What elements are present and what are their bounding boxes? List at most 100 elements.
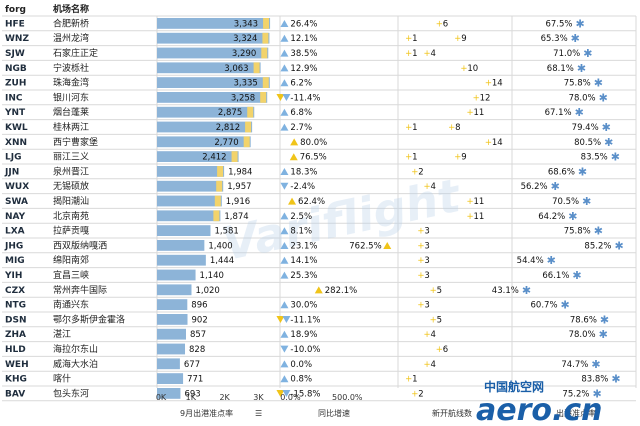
rate-value: 83.5%	[581, 153, 608, 163]
route-value: 1	[412, 34, 417, 44]
down-triangle-icon	[276, 316, 285, 323]
up-triangle-icon	[280, 330, 289, 338]
plus-icon: +	[417, 227, 424, 237]
asterisk-icon: ✱	[571, 32, 580, 45]
rate-value: 43.1%	[492, 286, 519, 296]
plus-icon: +	[448, 123, 455, 133]
airport-name: 北京南苑	[53, 210, 89, 222]
growth-value: 30.0%	[290, 301, 317, 311]
down-triangle-icon	[280, 182, 289, 190]
asterisk-icon: ✱	[551, 180, 560, 193]
ontime-bar	[157, 18, 271, 29]
route-value: 3	[424, 301, 429, 311]
ontime-value: 1,984	[228, 167, 252, 177]
rate-value: 83.8%	[581, 375, 608, 385]
route-value: 11	[473, 108, 484, 118]
route-value: 3	[424, 256, 429, 266]
axis1-tick: 3K	[253, 393, 264, 402]
metric1-label: 9月出港准点率	[180, 408, 233, 418]
asterisk-icon: ✱	[568, 210, 577, 223]
plus-icon: +	[405, 375, 412, 385]
axis1-tick: 1K	[186, 393, 197, 402]
route-value: 6	[443, 19, 448, 29]
plus-icon: +	[466, 108, 473, 118]
ontime-bar	[157, 388, 181, 399]
asterisk-icon: ✱	[583, 47, 592, 60]
bar-highlight	[260, 92, 267, 103]
airport-code: WEH	[5, 360, 29, 370]
growth-value: 18.9%	[290, 330, 317, 340]
ontime-value: 1,400	[208, 241, 232, 251]
rate-value: 78.0%	[569, 330, 596, 340]
up-triangle-icon	[280, 108, 289, 116]
ontime-bar	[157, 240, 205, 251]
plus-icon: +	[424, 49, 431, 59]
up-triangle-icon	[289, 153, 298, 161]
plus-icon: +	[466, 197, 473, 207]
ontime-value: 857	[190, 330, 206, 340]
airport-code: DSN	[5, 315, 27, 325]
growth-value: 2.7%	[290, 123, 312, 133]
airport-name: 泉州晋江	[53, 165, 89, 177]
ontime-value: 1,916	[226, 197, 250, 207]
growth-value: 18.3%	[290, 167, 317, 177]
growth-value: 38.5%	[290, 49, 317, 59]
rate-value: 78.6%	[570, 315, 597, 325]
asterisk-icon: ✱	[578, 165, 587, 178]
growth-value: 25.3%	[290, 271, 317, 281]
airport-name: 宜昌三峡	[53, 269, 89, 281]
asterisk-icon: ✱	[611, 151, 620, 164]
grid-layer	[2, 15, 637, 402]
bar-highlight	[213, 210, 220, 222]
up-triangle-icon	[280, 242, 289, 249]
plus-icon: +	[485, 138, 492, 148]
asterisk-icon: ✱	[611, 373, 620, 386]
growth-value: 6.8%	[290, 108, 312, 118]
ontime-bar	[157, 47, 269, 59]
airport-name: 包头东河	[53, 387, 89, 399]
ontime-value: 3,290	[232, 49, 256, 59]
airport-code: KWL	[5, 123, 28, 133]
ontime-bar	[157, 136, 251, 148]
brand-cn: 中国航空网	[484, 379, 544, 394]
growth-value: 80.0%	[300, 138, 327, 148]
airport-code: SWA	[5, 197, 28, 207]
ontime-bar	[157, 269, 196, 281]
plus-icon: +	[424, 330, 431, 340]
route-value: 6	[443, 345, 448, 355]
growth-value: 0.8%	[290, 375, 312, 385]
airport-code: LJG	[5, 153, 21, 163]
growth-value: 8.1%	[290, 227, 312, 237]
ontime-value: 2,812	[216, 123, 240, 133]
airport-name: 常州奔牛国际	[53, 284, 107, 296]
growth-value: 12.1%	[290, 34, 317, 44]
metric3-label: 新开航线数	[432, 408, 472, 418]
bar-highlight	[253, 62, 260, 74]
asterisk-icon: ✱	[614, 239, 623, 252]
airport-name: 无锡硕放	[53, 180, 89, 192]
growth-value: -15.8%	[290, 389, 320, 399]
growth-value: -11.1%	[290, 315, 320, 325]
plus-icon: +	[411, 389, 418, 399]
airport-code: WNZ	[5, 34, 29, 44]
down-triangle-icon	[276, 94, 285, 101]
bar-highlight	[243, 136, 250, 148]
airport-code: INC	[5, 93, 23, 103]
airport-name: 桂林两江	[53, 121, 89, 133]
ontime-value: 3,324	[233, 34, 257, 44]
ontime-bar	[157, 210, 221, 222]
ontime-value: 2,412	[202, 153, 226, 163]
bar-highlight	[214, 195, 221, 207]
plus-icon: +	[473, 93, 480, 103]
metric1-filter-icon[interactable]: ☰	[255, 409, 262, 418]
rate-value: 54.4%	[517, 256, 544, 266]
ontime-bar	[157, 284, 192, 296]
plus-icon: +	[405, 153, 412, 163]
ontime-bar	[157, 180, 224, 192]
airport-code: SJW	[5, 49, 25, 59]
up-triangle-icon	[280, 375, 289, 383]
rate-value: 75.8%	[564, 227, 591, 237]
up-triangle-icon	[280, 227, 289, 235]
airport-code: HFE	[5, 19, 25, 29]
